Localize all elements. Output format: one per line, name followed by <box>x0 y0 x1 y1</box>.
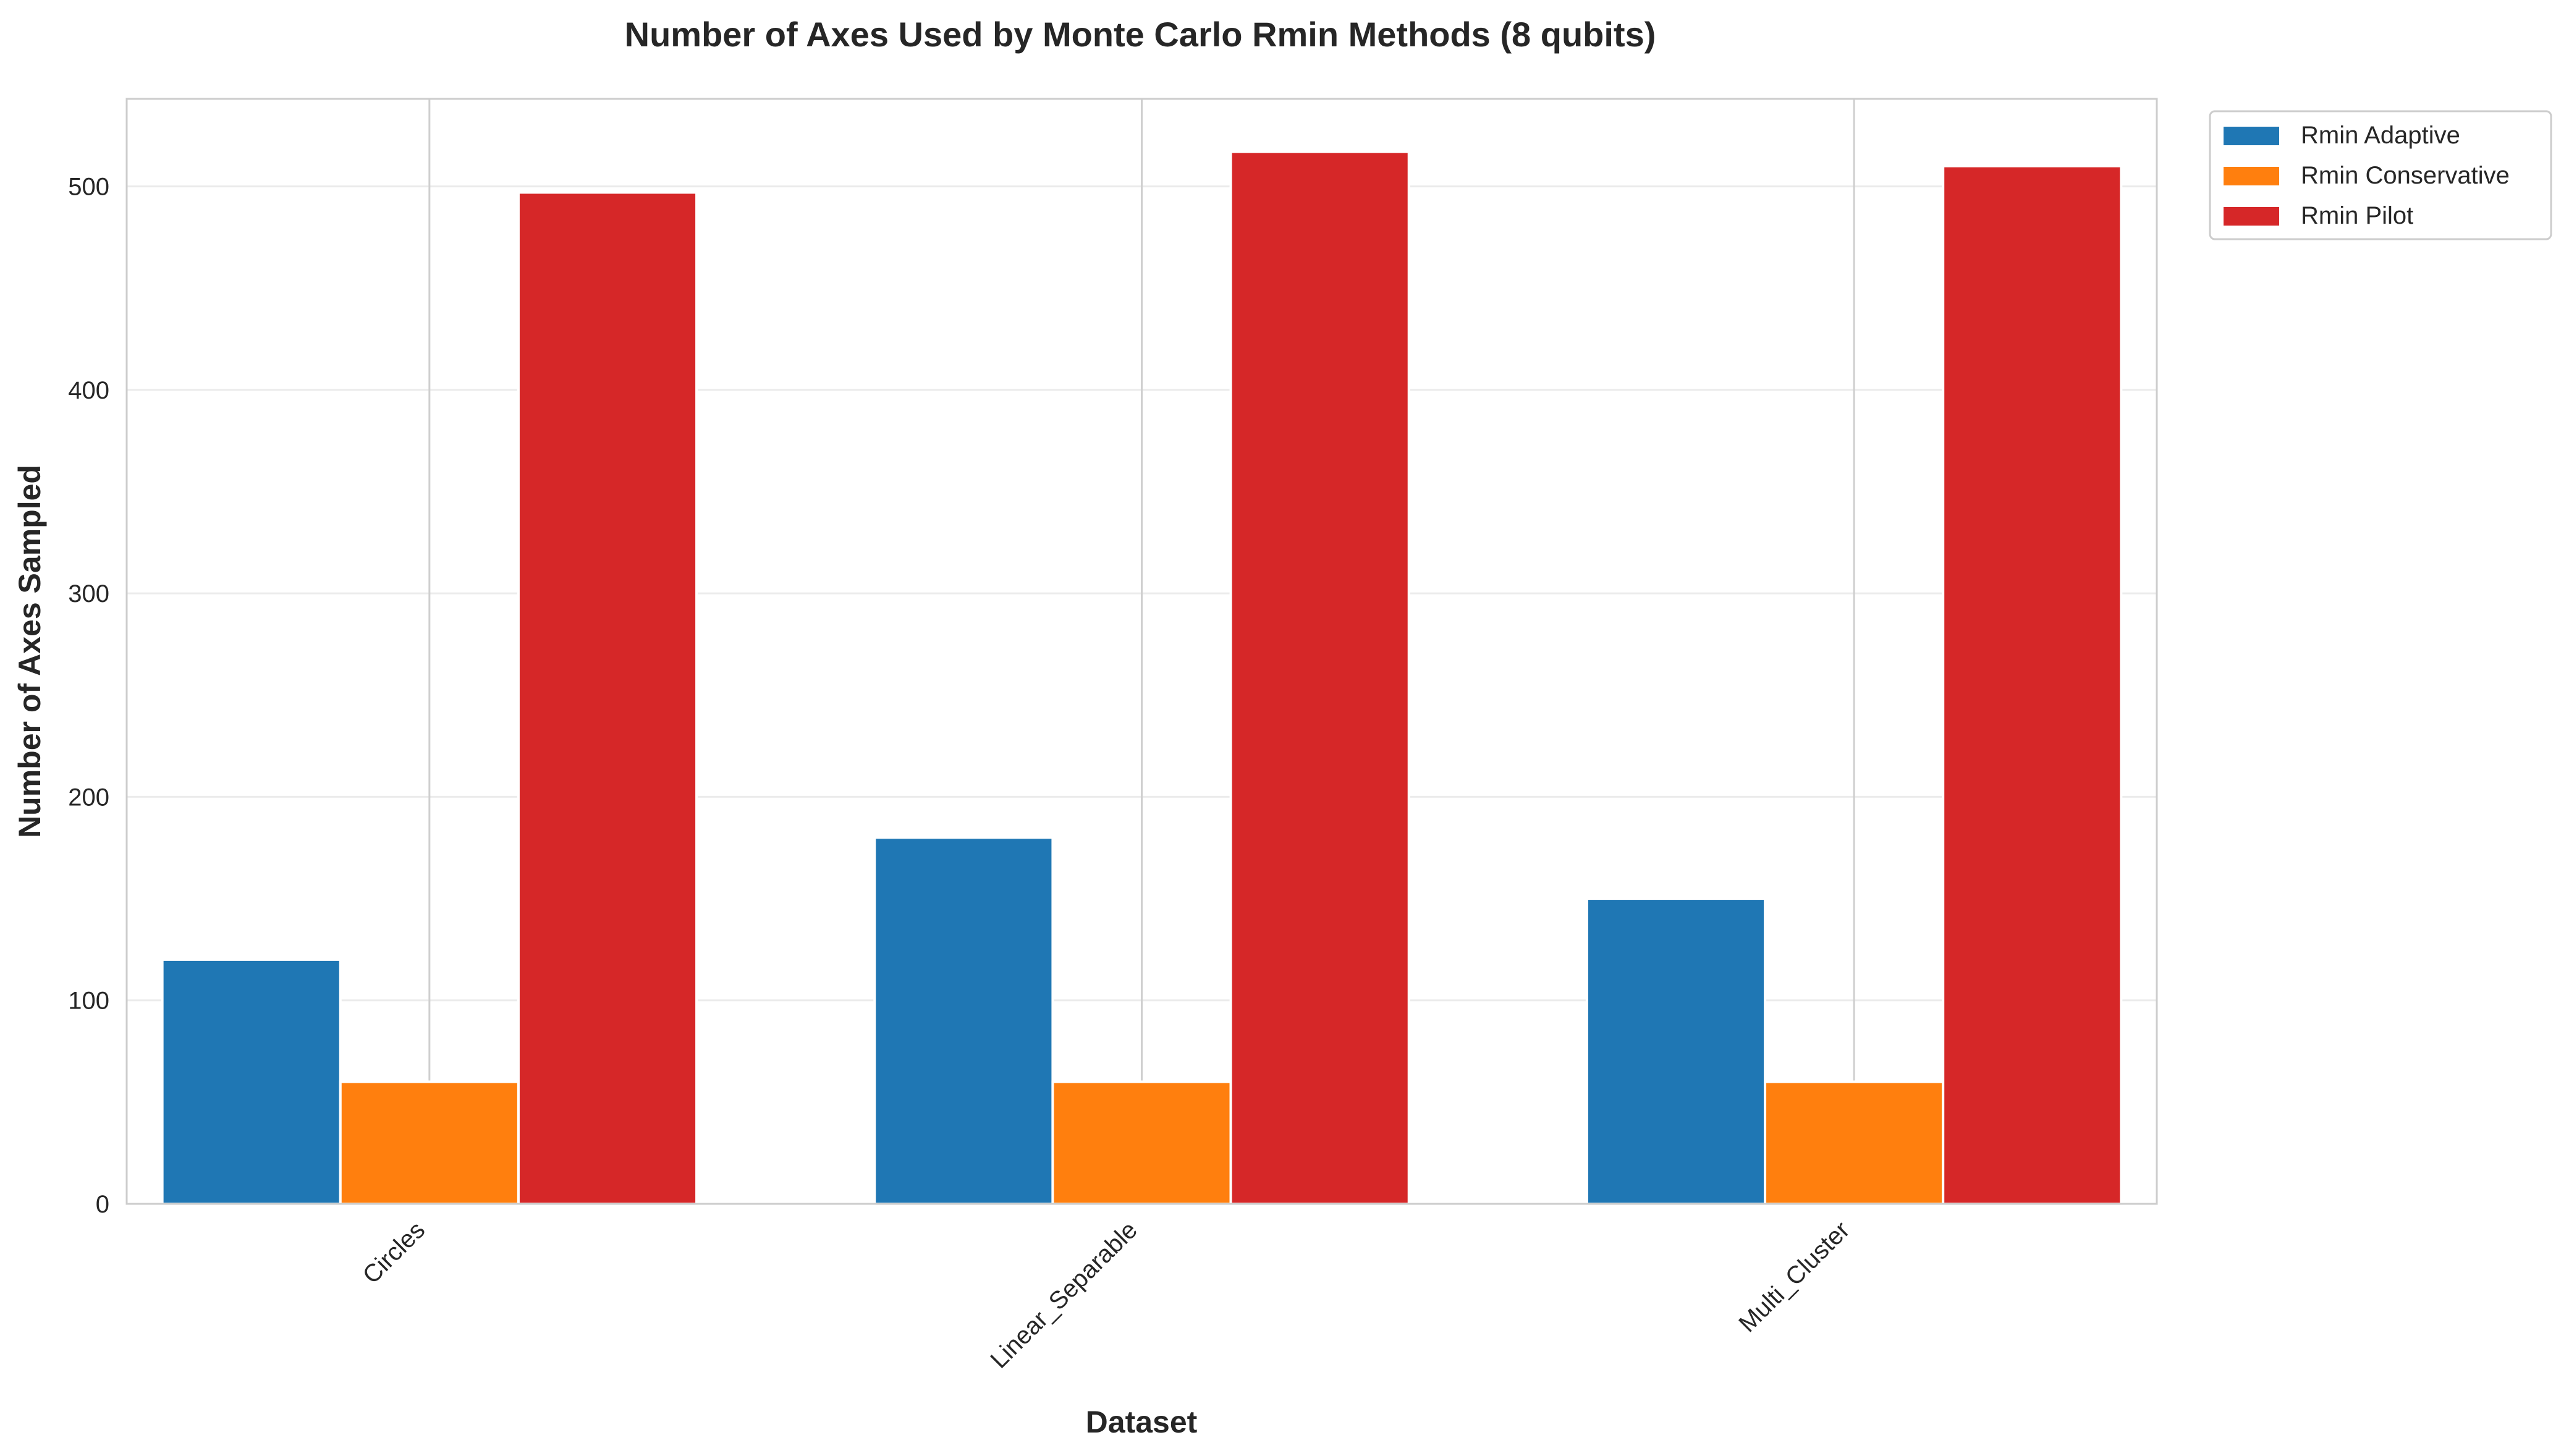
bar-rmin-conservative-multi-cluster <box>1764 1080 1945 1205</box>
legend: Rmin Adaptive Rmin Conservative Rmin Pilot <box>2209 110 2552 240</box>
legend-label: Rmin Pilot <box>2301 202 2413 229</box>
plot-frame <box>125 98 2158 1205</box>
bar-rmin-adaptive-circles <box>161 958 342 1206</box>
y-tick-label: 100 <box>68 988 109 1015</box>
y-tick-label: 0 <box>96 1191 109 1218</box>
y-axis-ticks: 0 100 200 300 400 500 <box>68 174 109 1218</box>
bar-rmin-conservative-circles <box>339 1080 520 1205</box>
chart-title: Number of Axes Used by Monte Carlo Rmin … <box>625 15 1656 54</box>
bar-rmin-adaptive-linear-separable <box>873 836 1054 1205</box>
bar-rmin-adaptive-multi-cluster <box>1585 897 1767 1206</box>
legend-swatch-rmin-pilot <box>2224 207 2279 226</box>
bar-rmin-pilot-multi-cluster <box>1942 164 2123 1206</box>
bar-rmin-conservative-linear-separable <box>1051 1080 1232 1205</box>
y-tick-label: 400 <box>68 377 109 404</box>
plot-area <box>125 98 2158 1206</box>
y-tick-label: 300 <box>68 580 109 607</box>
y-tick-label: 500 <box>68 174 109 201</box>
x-axis-label: Dataset <box>1086 1405 1198 1439</box>
legend-frame <box>2209 110 2552 240</box>
legend-swatch-rmin-adaptive <box>2224 127 2279 145</box>
vertical-gridlines <box>428 99 1855 1204</box>
bar-rmin-pilot-circles <box>517 191 698 1205</box>
bar-rmin-pilot-linear-separable <box>1229 150 1410 1205</box>
y-tick-label: 200 <box>68 784 109 811</box>
legend-label: Rmin Conservative <box>2301 162 2510 189</box>
legend-label: Rmin Adaptive <box>2301 122 2460 149</box>
y-axis-label: Number of Axes Sampled <box>12 465 47 838</box>
bars <box>161 150 2123 1206</box>
legend-swatch-rmin-conservative <box>2224 167 2279 185</box>
